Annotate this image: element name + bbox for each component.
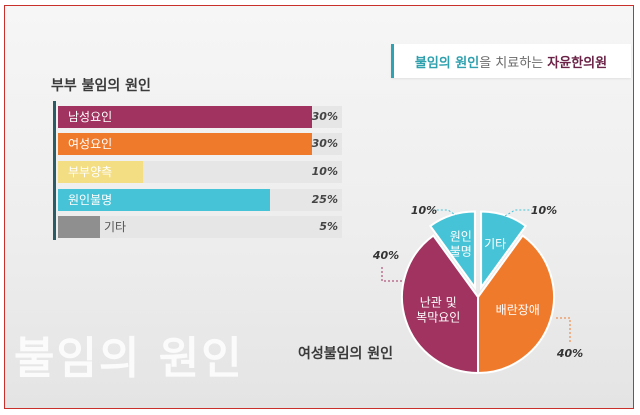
bar-chart-title: 부부 불임의 원인: [51, 78, 151, 94]
pie-chart-title: 여성불임의 원인: [298, 346, 394, 362]
bar-label-couple: 부부양측: [68, 165, 113, 179]
banner-text-treat: 을 치료하는: [479, 55, 548, 71]
bar-other: [58, 216, 100, 238]
bar-value-unknown: 25%: [311, 193, 338, 206]
banner-text-clinic: 자윤한의원: [547, 55, 608, 71]
title-banner: 불임의 원인 을 치료하는 자윤한의원: [391, 44, 631, 78]
pie-slices: [401, 210, 555, 375]
bar-row-male: 남성요인 30%: [58, 106, 342, 128]
bar-chart-axis: [53, 101, 56, 240]
pie-slice-ovulation-value: 40%: [556, 347, 583, 360]
pie-slice-ovulation: [477, 234, 555, 375]
pie-slice-ovulation-leader: [556, 317, 571, 342]
pie-slice-tubal-value: 40%: [372, 249, 399, 262]
bar-value-female: 30%: [311, 137, 338, 150]
bar-label-female: 여성요인: [68, 137, 113, 151]
pie-slice-unknown-leader: [432, 209, 458, 217]
watermark-title: 불임의 원인: [14, 333, 244, 384]
pie-leader-lines: [381, 209, 571, 342]
bar-label-other: 기타: [104, 220, 127, 234]
banner-text-causes: 불임의 원인: [414, 55, 480, 71]
bar-female: [58, 133, 312, 155]
bar-label-unknown: 원인불명: [68, 193, 113, 207]
pie-slice-other: [480, 210, 528, 291]
pie-slice-unknown-label: 원인 불명: [450, 230, 472, 259]
bar-value-male: 30%: [311, 110, 338, 123]
pie-slice-ovulation-label: 배란장애: [496, 303, 540, 317]
bar-couple: [58, 161, 143, 183]
pie-slice-tubal: [401, 234, 479, 375]
bar-male: [58, 106, 312, 128]
bar-label-male: 남성요인: [68, 110, 113, 124]
pie-slice-other-leader: [504, 209, 532, 217]
bar-unknown: [58, 189, 270, 211]
bar-row-unknown: 원인불명 25%: [58, 189, 342, 211]
bar-row-female: 여성요인 30%: [58, 133, 342, 155]
bar-row-couple: 부부양측 10%: [58, 161, 342, 183]
pie-value-labels: 10% 40% 40% 10%: [372, 204, 583, 360]
bar-value-other: 5%: [319, 220, 338, 233]
bar-row-other: 기타 5%: [58, 216, 342, 238]
pie-slice-other-label: 기타: [484, 237, 506, 251]
pie-slice-other-value: 10%: [531, 204, 557, 217]
pie-slice-tubal-leader: [381, 265, 402, 282]
pie-slice-unknown-value: 10%: [411, 204, 437, 217]
pie-slice-unknown: [428, 210, 476, 291]
pie-slice-tubal-label: 난관 및 복막요인: [416, 295, 460, 324]
banner-accent: [391, 44, 394, 78]
bar-value-couple: 10%: [311, 165, 338, 178]
